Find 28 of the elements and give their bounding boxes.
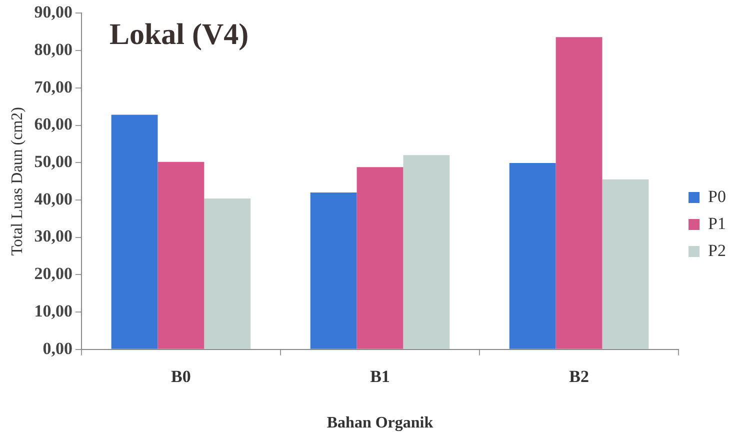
y-tick-label: 50,00	[34, 152, 72, 172]
x-tick-label: B0	[171, 366, 191, 386]
y-tick-label: 0,00	[42, 338, 72, 358]
bar	[356, 167, 404, 349]
y-tick-label: 40,00	[34, 189, 72, 208]
y-tick-label: 90,00	[34, 2, 72, 22]
y-tick-label: 20,00	[34, 264, 72, 284]
legend-label: P0	[708, 186, 726, 206]
x-axis-title: Bahan Organik	[326, 414, 434, 432]
y-tick-label: 30,00	[34, 226, 72, 246]
bar	[556, 37, 602, 349]
y-axis-title: Total Luas Daun (cm2)	[8, 106, 26, 256]
bar	[310, 192, 357, 349]
legend-label: P1	[708, 214, 726, 233]
y-tick-label: 70,00	[34, 77, 72, 96]
bar	[509, 162, 556, 349]
bar	[602, 179, 649, 349]
x-tick-label: B2	[569, 366, 589, 386]
legend-label: P2	[708, 240, 726, 260]
x-tick-label: B1	[370, 366, 390, 386]
y-tick-label: 10,00	[34, 301, 72, 320]
bar	[204, 198, 251, 349]
bar	[403, 155, 450, 349]
bar	[158, 162, 204, 349]
y-tick-label: 80,00	[34, 40, 72, 59]
chart-title: Lokal (V4)	[109, 18, 249, 51]
y-tick-label: 60,00	[34, 114, 72, 134]
bar	[111, 114, 158, 349]
